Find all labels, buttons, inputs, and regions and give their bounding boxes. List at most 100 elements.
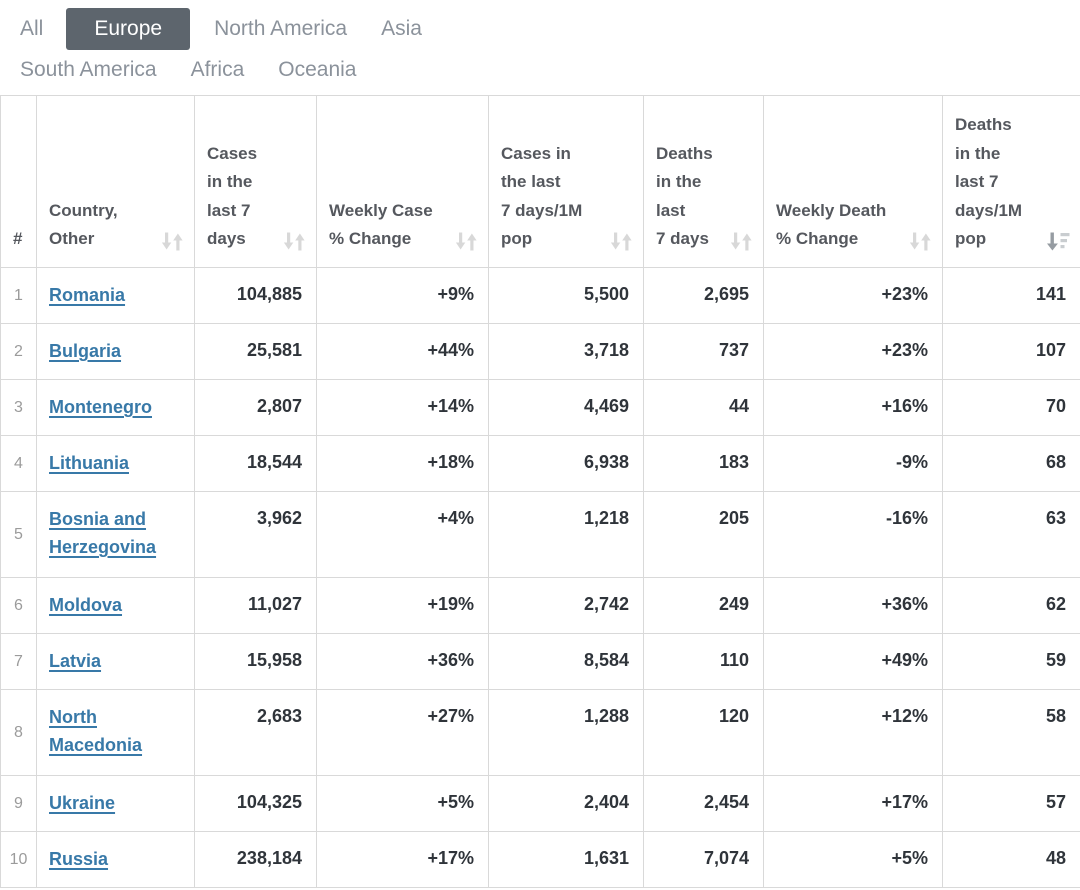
tab-all[interactable]: All: [20, 17, 44, 40]
tab-south-america[interactable]: South America: [20, 58, 157, 81]
weekly-case-change-cell: +36%: [316, 633, 489, 690]
sort-both-icon[interactable]: [282, 232, 307, 251]
deaths-7d-cell: 44: [643, 379, 764, 436]
header-rank-label: #: [13, 229, 23, 249]
tab-north-america[interactable]: North America: [214, 17, 348, 40]
deaths-per-1m-cell: 63: [942, 491, 1080, 578]
table-body: 1 Romania 104,885 +9% 5,500 2,695 +23% 1…: [0, 267, 1080, 888]
sort-both-icon[interactable]: [609, 232, 634, 251]
weekly-case-change-cell: +4%: [316, 491, 489, 578]
country-link[interactable]: Montenegro: [49, 397, 152, 417]
tab-row-2: South America Africa Oceania: [9, 51, 1080, 89]
header-deaths-per-1m-label: Deaths in the last 7 days/1M pop: [955, 115, 1023, 249]
cases-7d-cell: 104,885: [194, 267, 317, 324]
country-link[interactable]: Lithuania: [49, 453, 129, 473]
header-deaths-per-1m[interactable]: Deaths in the last 7 days/1M pop: [942, 95, 1080, 268]
cases-7d-cell: 25,581: [194, 323, 317, 380]
sort-desc-icon[interactable]: [1046, 232, 1071, 251]
rank-cell: 1: [0, 267, 37, 324]
country-cell: Lithuania: [36, 435, 195, 492]
country-link[interactable]: Bosnia and Herzegovina: [49, 509, 157, 557]
tab-africa[interactable]: Africa: [190, 58, 245, 81]
country-link[interactable]: Moldova: [49, 595, 123, 615]
deaths-7d-cell: 110: [643, 633, 764, 690]
covid-weekly-table: # Country, Other Cases in the last 7 day…: [0, 95, 1080, 888]
rank-cell: 8: [0, 689, 37, 776]
weekly-case-change-cell: +19%: [316, 577, 489, 634]
header-cases-7d[interactable]: Cases in the last 7 days: [194, 95, 317, 268]
weekly-case-change-cell: +14%: [316, 379, 489, 436]
header-rank[interactable]: #: [0, 95, 37, 268]
country-link[interactable]: Latvia: [49, 651, 102, 671]
sort-both-icon[interactable]: [160, 232, 185, 251]
deaths-per-1m-cell: 141: [942, 267, 1080, 324]
rank-cell: 4: [0, 435, 37, 492]
weekly-case-change-cell: +5%: [316, 775, 489, 832]
weekly-death-change-cell: +23%: [763, 267, 943, 324]
weekly-death-change-cell: -9%: [763, 435, 943, 492]
sort-both-icon[interactable]: [729, 232, 754, 251]
rank-cell: 3: [0, 379, 37, 436]
deaths-7d-cell: 737: [643, 323, 764, 380]
table-row: 3 Montenegro 2,807 +14% 4,469 44 +16% 70: [0, 379, 1080, 436]
rank-cell: 10: [0, 831, 37, 888]
cases-per-1m-cell: 1,288: [488, 689, 644, 776]
table-row: 4 Lithuania 18,544 +18% 6,938 183 -9% 68: [0, 435, 1080, 492]
weekly-case-change-cell: +9%: [316, 267, 489, 324]
table-row: 5 Bosnia and Herzegovina 3,962 +4% 1,218…: [0, 491, 1080, 578]
cases-7d-cell: 104,325: [194, 775, 317, 832]
country-link[interactable]: Ukraine: [49, 793, 116, 813]
tab-row-1: All Europe North America Asia: [9, 8, 1080, 50]
rank-cell: 6: [0, 577, 37, 634]
deaths-7d-cell: 2,695: [643, 267, 764, 324]
weekly-death-change-cell: +36%: [763, 577, 943, 634]
cases-per-1m-cell: 6,938: [488, 435, 644, 492]
country-link[interactable]: Bulgaria: [49, 341, 122, 361]
deaths-per-1m-cell: 62: [942, 577, 1080, 634]
cases-7d-cell: 2,683: [194, 689, 317, 776]
tab-europe[interactable]: Europe: [66, 8, 191, 50]
header-deaths-7d[interactable]: Deaths in the last 7 days: [643, 95, 764, 268]
cases-per-1m-cell: 2,742: [488, 577, 644, 634]
deaths-7d-cell: 205: [643, 491, 764, 578]
country-cell: Latvia: [36, 633, 195, 690]
tab-asia[interactable]: Asia: [381, 17, 422, 40]
header-country[interactable]: Country, Other: [36, 95, 195, 268]
country-cell: Romania: [36, 267, 195, 324]
weekly-death-change-cell: +16%: [763, 379, 943, 436]
deaths-per-1m-cell: 57: [942, 775, 1080, 832]
country-link[interactable]: North Macedonia: [49, 707, 143, 755]
rank-cell: 7: [0, 633, 37, 690]
table-row: 2 Bulgaria 25,581 +44% 3,718 737 +23% 10…: [0, 323, 1080, 380]
header-weekly-death-change[interactable]: Weekly Death % Change: [763, 95, 943, 268]
header-weekly-death-change-label: Weekly Death % Change: [776, 200, 887, 249]
weekly-case-change-cell: +44%: [316, 323, 489, 380]
header-cases-7d-label: Cases in the last 7 days: [207, 143, 258, 249]
weekly-death-change-cell: +12%: [763, 689, 943, 776]
cases-7d-cell: 11,027: [194, 577, 317, 634]
sort-both-icon[interactable]: [454, 232, 479, 251]
deaths-7d-cell: 2,454: [643, 775, 764, 832]
cases-7d-cell: 18,544: [194, 435, 317, 492]
sort-both-icon[interactable]: [908, 232, 933, 251]
country-cell: Montenegro: [36, 379, 195, 436]
table-row: 1 Romania 104,885 +9% 5,500 2,695 +23% 1…: [0, 267, 1080, 324]
country-cell: Bosnia and Herzegovina: [36, 491, 195, 578]
deaths-7d-cell: 120: [643, 689, 764, 776]
tab-oceania[interactable]: Oceania: [278, 58, 357, 81]
cases-7d-cell: 15,958: [194, 633, 317, 690]
table-header: # Country, Other Cases in the last 7 day…: [0, 95, 1080, 268]
header-cases-per-1m[interactable]: Cases in the last 7 days/1M pop: [488, 95, 644, 268]
rank-cell: 5: [0, 491, 37, 578]
country-link[interactable]: Romania: [49, 285, 126, 305]
table-row: 6 Moldova 11,027 +19% 2,742 249 +36% 62: [0, 577, 1080, 634]
table-row: 8 North Macedonia 2,683 +27% 1,288 120 +…: [0, 689, 1080, 776]
deaths-7d-cell: 7,074: [643, 831, 764, 888]
deaths-per-1m-cell: 68: [942, 435, 1080, 492]
weekly-case-change-cell: +17%: [316, 831, 489, 888]
header-weekly-case-change[interactable]: Weekly Case % Change: [316, 95, 489, 268]
cases-per-1m-cell: 1,631: [488, 831, 644, 888]
deaths-7d-cell: 249: [643, 577, 764, 634]
deaths-per-1m-cell: 107: [942, 323, 1080, 380]
country-link[interactable]: Russia: [49, 849, 109, 869]
